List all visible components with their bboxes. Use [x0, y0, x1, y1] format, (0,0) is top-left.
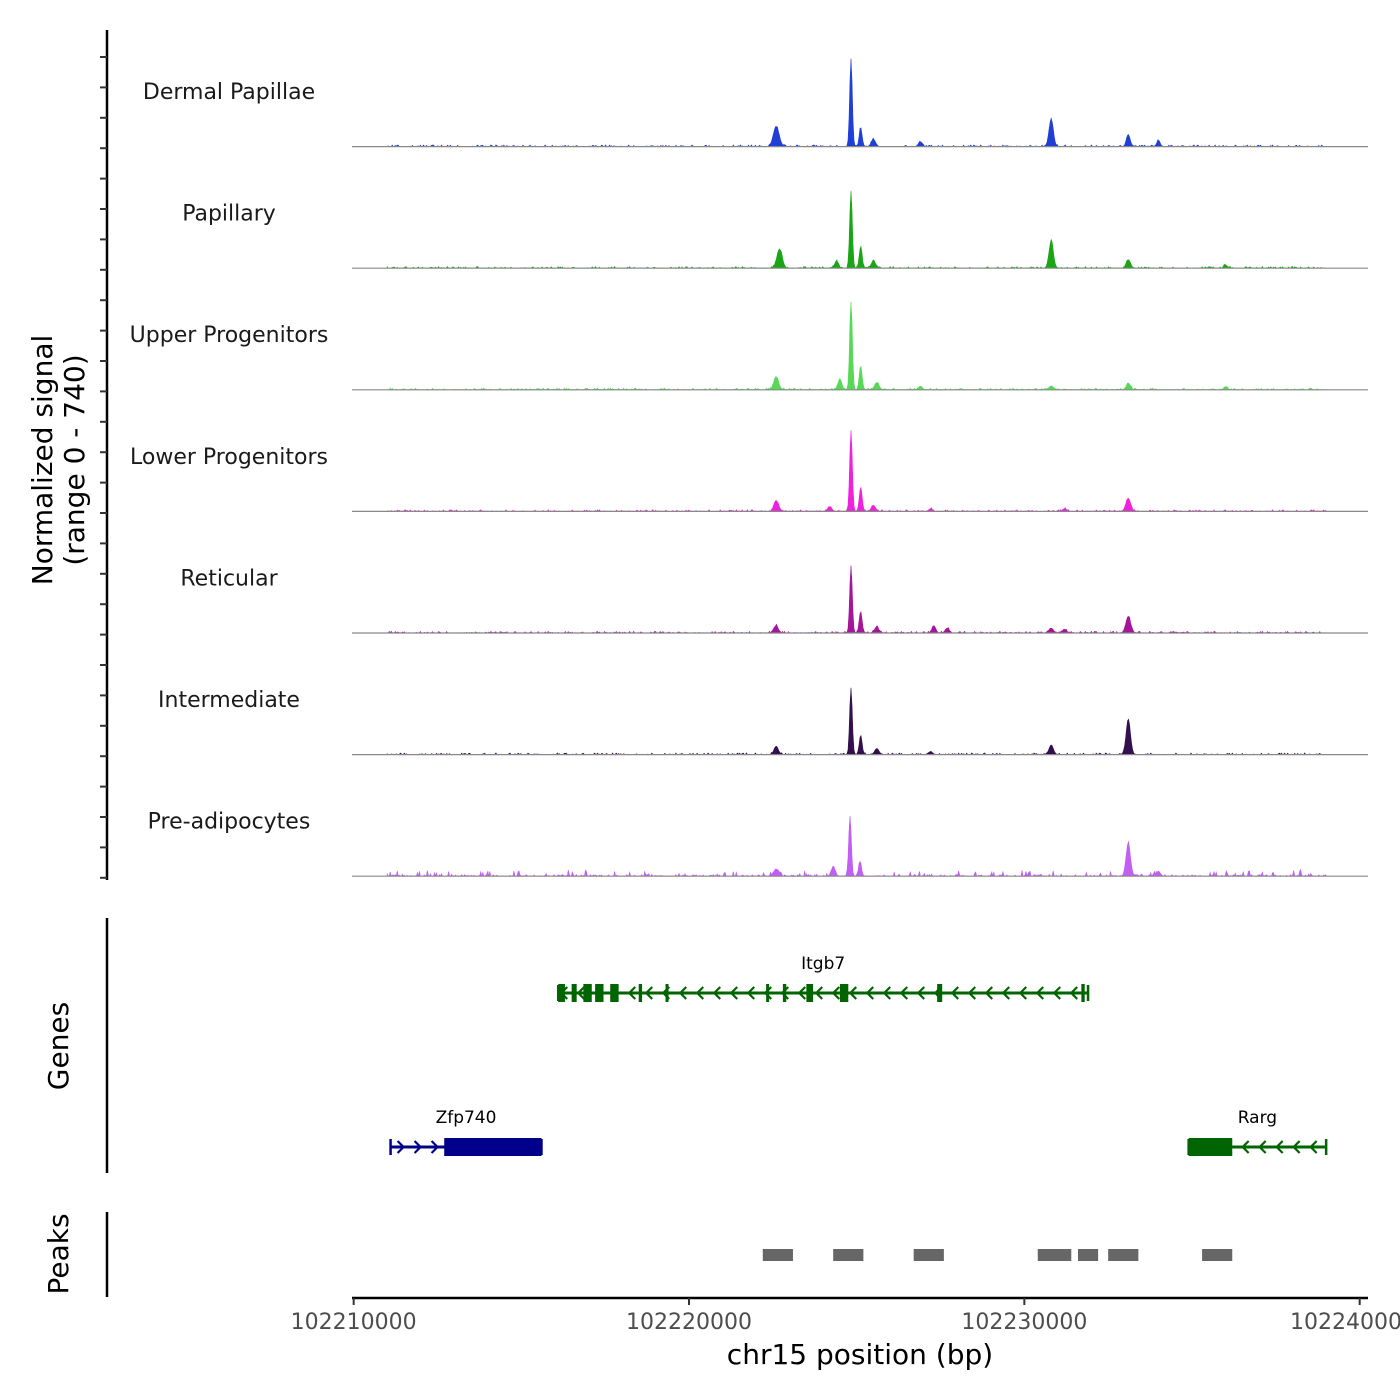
strand-arrow: [644, 986, 654, 1000]
signal-area: [386, 815, 1327, 878]
strand-arrow: [882, 986, 892, 1000]
strand-arrow: [678, 986, 688, 1000]
strand-arrow: [763, 986, 773, 1000]
strand-arrow: [899, 986, 909, 1000]
strand-arrow: [627, 986, 637, 1000]
exon: [665, 984, 669, 1002]
strand-arrow: [916, 986, 926, 1000]
track-label: Papillary: [182, 202, 276, 227]
peak-region: [1202, 1249, 1233, 1261]
track-label: Intermediate: [158, 688, 300, 713]
exon: [610, 984, 619, 1002]
strand-arrow: [950, 986, 960, 1000]
strand-arrow: [746, 986, 756, 1000]
strand-arrow: [831, 986, 841, 1000]
exon: [1188, 1138, 1233, 1156]
peak-region: [833, 1249, 864, 1261]
track-papillary: Papillary: [182, 190, 1368, 269]
strand-arrow: [576, 986, 586, 1000]
exon: [806, 984, 814, 1002]
gene-itgb7: Itgb7: [556, 954, 1090, 1002]
peaks-track-label: Peaks: [42, 1213, 75, 1294]
peak-region: [1037, 1249, 1072, 1261]
genes-track-label: Genes: [42, 1002, 75, 1090]
peak-region: [1077, 1249, 1099, 1261]
track-label: Dermal Papillae: [143, 80, 315, 105]
gene-rarg: Rarg: [1187, 1108, 1328, 1156]
strand-arrow: [1258, 1140, 1267, 1154]
exon: [937, 984, 943, 1002]
gene-label: Rarg: [1238, 1108, 1277, 1128]
peak-regions: [762, 1249, 1233, 1261]
strand-arrow: [1001, 986, 1011, 1000]
strand-arrow: [1241, 1140, 1250, 1154]
exon: [839, 984, 849, 1002]
strand-arrow: [1292, 1140, 1301, 1154]
x-tick-label: 102220000: [626, 1310, 752, 1335]
gene-annotations: Itgb7 Zfp740 Rarg: [389, 954, 1328, 1156]
strand-arrow: [1052, 986, 1062, 1000]
y-axis-title-line1: Normalized signal: [26, 335, 59, 586]
strand-arrow: [396, 1140, 406, 1154]
strand-arrow: [865, 986, 875, 1000]
track-pre-adipocytes: Pre-adipocytes: [148, 810, 1368, 878]
signal-area: [386, 430, 1327, 512]
signal-area: [386, 301, 1327, 391]
strand-arrow: [814, 986, 824, 1000]
strand-arrow: [848, 986, 858, 1000]
y-axis-title: Normalized signal (range 0 - 740): [26, 335, 91, 586]
gene-label: Itgb7: [801, 954, 845, 974]
signal-tracks: Dermal Papillae Papillary Upper Progenitor…: [130, 58, 1368, 878]
strand-arrow: [1035, 986, 1045, 1000]
track-label: Pre-adipocytes: [148, 810, 311, 835]
peak-region: [1108, 1249, 1139, 1261]
x-tick-label: 10224000: [1290, 1310, 1400, 1335]
signal-area: [386, 58, 1328, 148]
track-reticular: Reticular: [180, 565, 1368, 634]
exon: [638, 984, 643, 1002]
gene-zfp740: Zfp740: [389, 1108, 543, 1156]
strand-arrow: [967, 986, 977, 1000]
strand-arrow: [1309, 1140, 1318, 1154]
strand-arrow: [984, 986, 994, 1000]
exon: [1081, 984, 1085, 1002]
track-label: Upper Progenitors: [130, 323, 329, 348]
strand-arrow: [797, 986, 807, 1000]
y-axis-title-line2: (range 0 - 740): [58, 354, 91, 565]
signal-area: [386, 190, 1327, 269]
signal-axis-line: [100, 30, 109, 880]
strand-arrow: [1018, 986, 1028, 1000]
peak-region: [762, 1249, 793, 1261]
strand-arrow: [712, 986, 722, 1000]
strand-arrow: [430, 1140, 440, 1154]
strand-arrow: [413, 1140, 423, 1154]
track-intermediate: Intermediate: [158, 687, 1368, 756]
track-label: Lower Progenitors: [130, 445, 328, 470]
track-lower-progenitors: Lower Progenitors: [130, 430, 1368, 512]
track-upper-progenitors: Upper Progenitors: [130, 301, 1368, 391]
gene-label: Zfp740: [436, 1108, 497, 1128]
peak-region: [913, 1249, 944, 1261]
signal-area: [386, 565, 1328, 634]
exon: [558, 984, 565, 1002]
x-tick-label: 102210000: [291, 1310, 417, 1335]
strand-arrow: [1275, 1140, 1284, 1154]
x-axis-title: chr15 position (bp): [727, 1338, 993, 1371]
strand-arrow: [729, 986, 739, 1000]
exon: [444, 1138, 542, 1156]
exon: [782, 984, 787, 1002]
strand-arrow: [1069, 986, 1079, 1000]
track-label: Reticular: [180, 566, 278, 591]
strand-arrow: [695, 986, 705, 1000]
exon: [571, 984, 577, 1002]
exon: [583, 984, 592, 1002]
signal-area: [386, 687, 1327, 756]
x-axis: 102210000 102220000 102230000 10224000: [291, 1296, 1400, 1335]
exon: [766, 984, 770, 1002]
exon: [595, 984, 604, 1002]
track-dermal-papillae: Dermal Papillae: [143, 58, 1368, 148]
x-tick-label: 102230000: [961, 1310, 1087, 1335]
